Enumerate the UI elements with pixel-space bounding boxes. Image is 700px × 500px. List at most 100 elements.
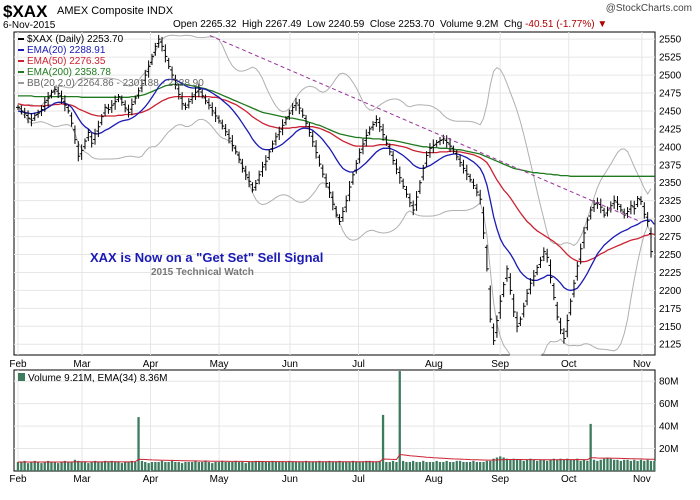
volume-bar bbox=[191, 462, 194, 471]
volume-bar bbox=[405, 462, 408, 471]
price-bar bbox=[237, 151, 242, 164]
volume-bar bbox=[626, 459, 629, 471]
volume-bar bbox=[348, 462, 351, 471]
x-tick-label: Nov bbox=[633, 359, 651, 370]
volume-bar bbox=[602, 458, 606, 471]
chart-date: 6-Nov-2015 bbox=[3, 20, 56, 31]
volume-bar bbox=[623, 459, 626, 471]
y-tick-label: 2375 bbox=[659, 160, 682, 171]
price-bar bbox=[22, 107, 27, 119]
price-bar bbox=[76, 141, 81, 162]
price-bar bbox=[628, 200, 633, 215]
volume-bar bbox=[174, 462, 177, 471]
price-bar bbox=[82, 138, 87, 150]
volume-bar bbox=[180, 463, 184, 471]
chart-symbol-name: AMEX Composite INDX bbox=[57, 5, 174, 17]
price-bar bbox=[498, 295, 503, 319]
price-bar bbox=[555, 301, 560, 321]
price-bar bbox=[381, 123, 386, 141]
price-bar bbox=[451, 145, 456, 154]
volume-bar bbox=[325, 462, 328, 471]
price-bar bbox=[501, 282, 506, 298]
price-bar bbox=[367, 126, 372, 136]
price-bar bbox=[488, 285, 493, 323]
price-bar bbox=[304, 114, 309, 127]
price-bar bbox=[297, 99, 302, 115]
x-tick-label: May bbox=[210, 474, 229, 485]
volume-bar bbox=[80, 462, 83, 471]
volume-bar bbox=[331, 462, 334, 471]
price-bar bbox=[568, 298, 573, 316]
volume-bar bbox=[391, 460, 395, 471]
volume-bar bbox=[569, 459, 572, 471]
volume-bar bbox=[114, 462, 117, 471]
price-bar bbox=[247, 171, 252, 188]
volume-bar bbox=[378, 460, 381, 471]
y-tick-label: 20M bbox=[659, 444, 678, 455]
price-panel: Feb Mar Apr May Jun Jul Aug Sep Oct Nov 2125 2150 21… bbox=[9, 31, 682, 370]
price-bar bbox=[320, 164, 325, 178]
volume-bar bbox=[107, 462, 110, 471]
price-bar bbox=[240, 158, 245, 173]
price-bar bbox=[29, 112, 34, 127]
price-bar bbox=[300, 108, 305, 118]
volume-bar bbox=[90, 462, 93, 471]
price-bar bbox=[257, 170, 262, 185]
price-bar bbox=[220, 119, 225, 130]
price-bar bbox=[360, 138, 365, 155]
price-bar bbox=[424, 151, 429, 168]
x-tick-label: Aug bbox=[425, 474, 443, 485]
volume-bar bbox=[291, 462, 294, 471]
price-bar bbox=[438, 136, 442, 146]
price-bar bbox=[324, 173, 329, 188]
price-bar bbox=[267, 149, 272, 161]
price-bar bbox=[180, 92, 185, 110]
volume-bar bbox=[388, 462, 391, 471]
volume-bar bbox=[542, 459, 545, 471]
price-bar bbox=[56, 86, 61, 99]
price-bar bbox=[565, 314, 570, 338]
price-bar bbox=[571, 279, 576, 298]
x-tick-label: Jun bbox=[282, 359, 298, 370]
price-bar bbox=[96, 120, 101, 138]
price-bar bbox=[397, 166, 402, 184]
price-bar bbox=[421, 164, 426, 181]
price-bar bbox=[287, 109, 292, 120]
volume-bar bbox=[288, 460, 291, 471]
volume-bar bbox=[489, 460, 492, 471]
volume-bar bbox=[475, 462, 478, 471]
price-bar bbox=[233, 145, 238, 155]
volume-bar bbox=[318, 460, 321, 471]
price-bar bbox=[69, 112, 74, 127]
volume-bar bbox=[606, 457, 609, 471]
volume-bar bbox=[301, 462, 304, 471]
price-bar bbox=[116, 94, 121, 103]
price-bar bbox=[59, 90, 64, 104]
y-tick-label: 2250 bbox=[659, 250, 682, 261]
volume-bar bbox=[73, 459, 77, 471]
volume-bar bbox=[26, 463, 30, 471]
x-tick-label: Mar bbox=[73, 474, 91, 485]
volume-bar bbox=[328, 460, 331, 471]
volume-panel: Feb Mar Apr May Jun Jul Aug Sep Oct Nov 80M 60M 40M 2… bbox=[9, 369, 678, 485]
volume-bar bbox=[167, 462, 170, 471]
price-bar bbox=[103, 103, 108, 117]
price-bar bbox=[250, 182, 255, 193]
volume-bar bbox=[304, 460, 308, 471]
price-bar bbox=[612, 195, 617, 209]
volume-legend: Volume 9.21M, EMA(34) 8.36M bbox=[28, 373, 168, 384]
price-bar bbox=[515, 311, 520, 333]
price-bar bbox=[290, 103, 295, 116]
price-bar bbox=[143, 69, 148, 86]
volume-bar bbox=[144, 462, 147, 471]
price-bar bbox=[243, 165, 248, 181]
price-bar bbox=[310, 131, 315, 147]
price-bar bbox=[491, 323, 496, 345]
x-tick-label: Jul bbox=[352, 474, 365, 485]
price-bar bbox=[401, 178, 406, 189]
price-bar bbox=[484, 244, 489, 272]
volume-bar bbox=[187, 462, 190, 471]
price-bar bbox=[253, 180, 258, 191]
volume-bar bbox=[33, 460, 36, 471]
